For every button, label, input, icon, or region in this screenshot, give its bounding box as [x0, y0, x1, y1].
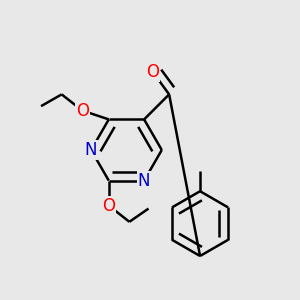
- Text: N: N: [138, 172, 150, 190]
- Text: O: O: [146, 63, 159, 81]
- Text: O: O: [102, 196, 115, 214]
- Text: N: N: [85, 141, 98, 159]
- Text: O: O: [76, 102, 89, 120]
